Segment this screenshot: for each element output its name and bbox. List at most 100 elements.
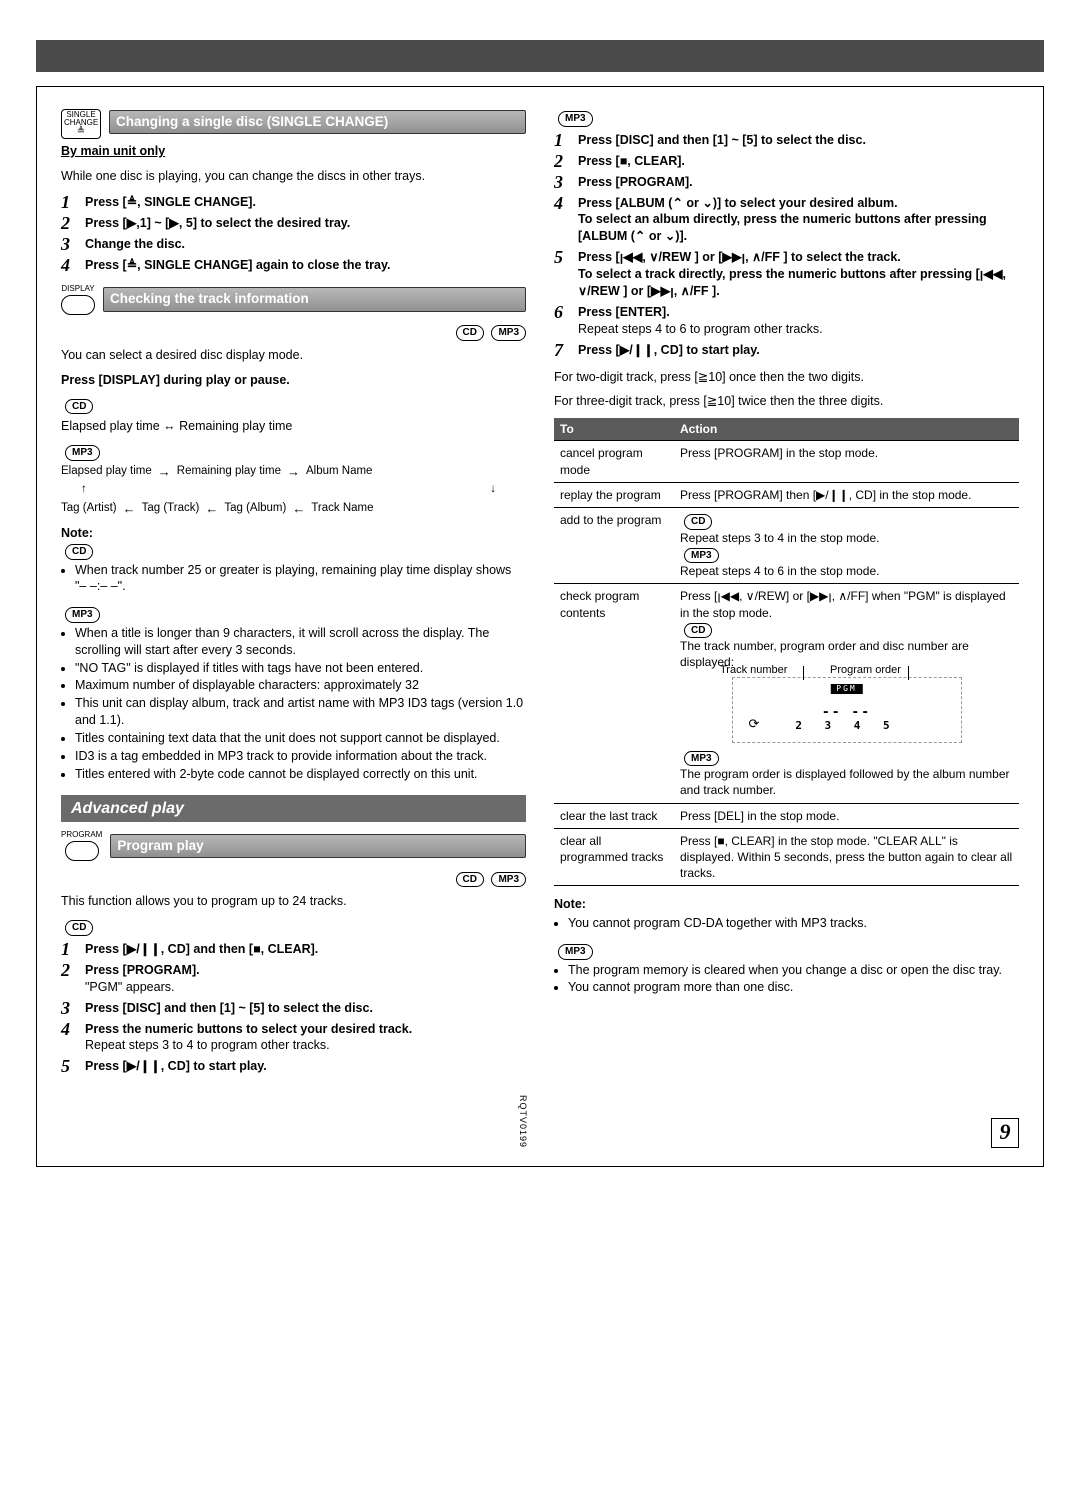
note-item: Maximum number of displayable characters… [75,677,526,694]
diag-order-label: Program order [830,663,901,678]
step-sub: Repeat steps 3 to 4 to program other tra… [85,1038,330,1052]
step-text: Press [■, CLEAR]. [578,152,1019,170]
step-sub: To select an album directly, press the n… [578,212,987,243]
cycle-item: Album Name [306,464,372,480]
display-button-icon: DISPLAY [61,284,95,320]
right-mp3-notes: The program memory is cleared when you c… [554,962,1019,997]
cycle-item: Remaining play time [177,464,281,480]
step-text: Press the numeric buttons to select your… [85,1022,412,1036]
step-num: 2 [61,214,77,232]
sec1-step1: Press [≜, SINGLE CHANGE]. [85,193,526,211]
cd-tag: CD [65,544,93,560]
note-item: The program memory is cleared when you c… [568,962,1019,979]
step-text: Press [▶/❙❙, CD] and then [■, CLEAR]. [85,942,318,956]
arrow-icon: → [287,463,300,481]
cell-to: cancel program mode [554,441,674,482]
step-text: Press [PROGRAM]. [578,173,1019,191]
cycle-item: Tag (Artist) [61,501,117,517]
step-text: Press [▶/❙❙, CD] to start play. [578,341,1019,359]
table-row: clear the last track Press [DEL] in the … [554,803,1019,828]
diag-track-label: Track number [720,663,787,678]
cd-tag: CD [456,872,484,888]
action-table: To Action cancel program mode Press [PRO… [554,418,1019,886]
top-bar [36,40,1044,72]
cd-notes: When track number 25 or greater is playi… [61,562,526,596]
step-text: Press [DISC] and then [1] ~ [5] to selec… [85,1001,373,1015]
step-num: 1 [61,940,77,958]
single-change-button-icon: SINGLE CHANGE ≜ [61,109,101,139]
page-number: 9 [991,1118,1019,1148]
cd-tag: CD [684,623,712,639]
step-num: 6 [554,303,570,338]
sec1-step2: Press [▶,1] ~ [▶, 5] to select the desir… [85,214,526,232]
table-row: cancel program mode Press [PROGRAM] in t… [554,441,1019,482]
step-sub: "PGM" appears. [85,980,174,994]
action-text: The program order is displayed followed … [680,766,1013,798]
step-text: Press [▶/❙❙, CD] to start play. [85,1059,267,1073]
sec3-title: Program play [110,834,526,858]
cd-tag: CD [65,399,93,415]
sec3-steps: 1Press [▶/❙❙, CD] and then [■, CLEAR]. 2… [61,940,526,1076]
mp3-tag: MP3 [491,872,526,888]
eject-icon: ≜ [64,127,98,137]
two-digit-note: For two-digit track, press [≧10] once th… [554,369,1019,386]
cell-to: replay the program [554,482,674,507]
cycle-arrows-ud: ↑↓ [61,482,526,498]
round-button-icon [65,841,99,861]
step-num: 4 [61,1020,77,1055]
arrow-icon: ← [123,500,136,518]
diag-digits: 2 3 4 5 [733,719,961,734]
mp3-cycle-row1: Elapsed play time → Remaining play time … [61,463,526,481]
left-column: SINGLE CHANGE ≜ Changing a single disc (… [61,109,526,1085]
sec2-instr: Press [DISPLAY] during play or pause. [61,372,526,389]
sec3-tags: CD MP3 [61,870,526,888]
arrow-icon: ← [292,500,305,518]
step-sub: To select a track directly, press the nu… [578,267,1006,298]
note-item: Titles containing text data that the uni… [75,730,526,747]
round-button-icon [61,295,95,315]
note-item: Titles entered with 2-byte code cannot b… [75,766,526,783]
cycle-item: Tag (Track) [142,501,200,517]
note-item: ID3 is a tag embedded in MP3 track to pr… [75,748,526,765]
note-item: When a title is longer than 9 characters… [75,625,526,659]
mp3-tag: MP3 [65,607,100,623]
step-num: 4 [61,256,77,274]
cell-to: add to the program [554,508,674,584]
step-text: Press [ꞁ◀◀, ∨/REW ] or [▶▶ꞁ, ∧/FF ] to s… [578,250,901,264]
program-btn-label: PROGRAM [61,830,102,841]
sec1-step3: Change the disc. [85,235,526,253]
note-item: You cannot program more than one disc. [568,979,1019,996]
sec3-intro: This function allows you to program up t… [61,893,526,910]
table-head-to: To [554,418,674,441]
sec1-mainunit: By main unit only [61,143,526,160]
arrow-icon: ← [205,500,218,518]
cell-action: CD Repeat steps 3 to 4 in the stop mode.… [674,508,1019,584]
table-row: replay the program Press [PROGRAM] then … [554,482,1019,507]
display-diagram: PGM -- -- ⟳ 2 3 4 5 [732,677,962,743]
sec1-steps: 1Press [≜, SINGLE CHANGE]. 2Press [▶,1] … [61,193,526,274]
mp3-tag: MP3 [558,944,593,960]
action-text: Repeat steps 4 to 6 in the stop mode. [680,564,879,578]
cell-to: clear all programmed tracks [554,828,674,886]
display-diagram-wrap: Track number Program order PGM -- -- ⟳ 2… [680,677,1013,743]
cycle-item: Tag (Album) [224,501,286,517]
mp3-program-steps: 1Press [DISC] and then [1] ~ [5] to sele… [554,131,1019,359]
sec2-title: Checking the track information [103,287,526,311]
table-row: check program contents Press [ꞁ◀◀, ∨/REW… [554,584,1019,803]
table-head-action: Action [674,418,1019,441]
step-text: Press [ENTER]. [578,305,670,319]
sec1-step4: Press [≜, SINGLE CHANGE] again to close … [85,256,526,274]
right-column: MP3 1Press [DISC] and then [1] ~ [5] to … [554,109,1019,1085]
mp3-tag: MP3 [684,751,719,767]
right-notes: You cannot program CD-DA together with M… [554,915,1019,932]
sec2-header-row: DISPLAY Checking the track information [61,284,526,320]
cd-tag: CD [65,920,93,936]
mp3-notes: When a title is longer than 9 characters… [61,625,526,783]
pgm-indicator: PGM [830,684,862,695]
mp3-tag: MP3 [684,548,719,564]
note-item: You cannot program CD-DA together with M… [568,915,1019,932]
arrow-icon: → [158,463,171,481]
sec3-header-row: PROGRAM Program play [61,830,526,866]
step-num: 5 [61,1057,77,1075]
note-item: This unit can display album, track and a… [75,695,526,729]
